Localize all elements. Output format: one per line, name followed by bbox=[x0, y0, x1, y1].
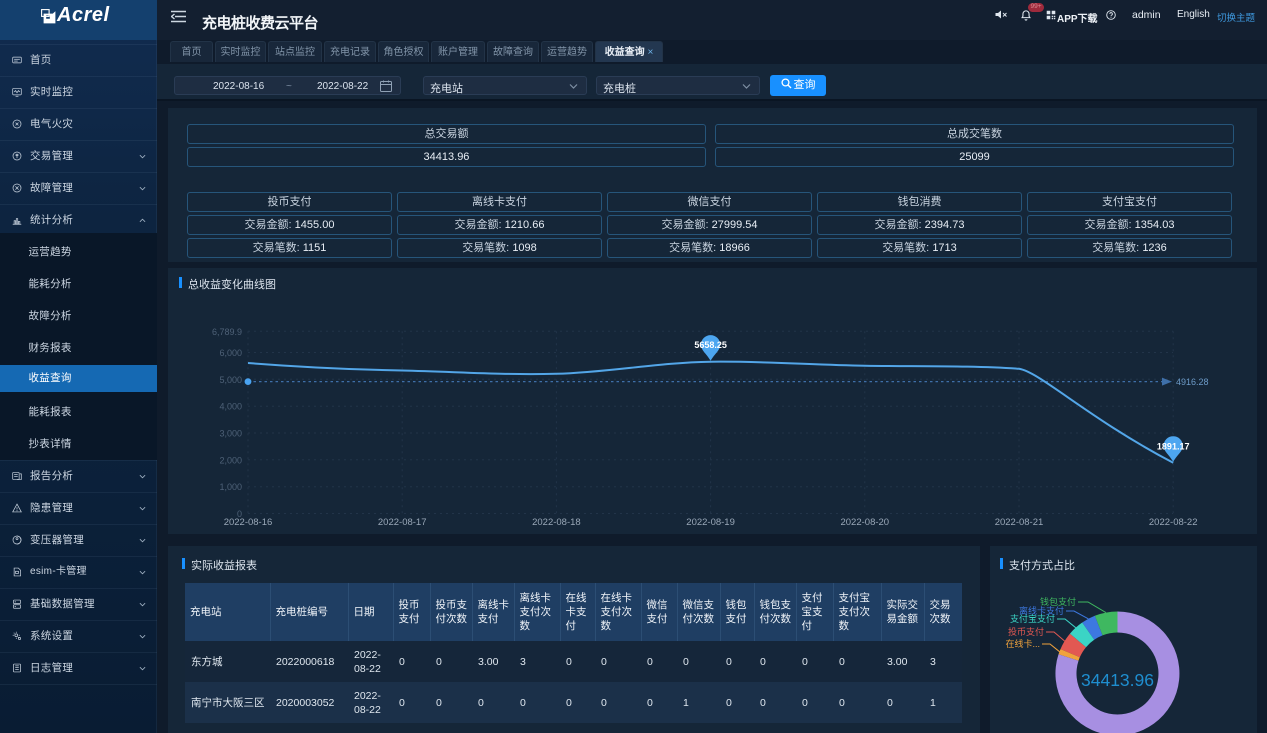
svg-text:3,000: 3,000 bbox=[219, 429, 242, 439]
svg-text:6,789.9: 6,789.9 bbox=[212, 327, 242, 337]
svg-text:2022-08-19: 2022-08-19 bbox=[686, 517, 735, 528]
svg-text:离线卡支付: 离线卡支付 bbox=[1019, 605, 1064, 616]
svg-text:5,000: 5,000 bbox=[219, 375, 242, 385]
svg-text:1891.17: 1891.17 bbox=[1157, 441, 1190, 451]
svg-text:2022-08-17: 2022-08-17 bbox=[378, 517, 427, 528]
svg-text:1,000: 1,000 bbox=[219, 482, 242, 492]
svg-text:2022-08-16: 2022-08-16 bbox=[224, 517, 273, 528]
svg-text:投币支付: 投币支付 bbox=[1008, 626, 1044, 637]
svg-text:4916.28: 4916.28 bbox=[1176, 377, 1209, 387]
svg-text:在线卡...: 在线卡... bbox=[1005, 638, 1040, 649]
svg-text:6,000: 6,000 bbox=[219, 348, 242, 358]
svg-text:4,000: 4,000 bbox=[219, 402, 242, 412]
svg-text:5658.25: 5658.25 bbox=[694, 340, 727, 350]
svg-text:2022-08-20: 2022-08-20 bbox=[840, 517, 889, 528]
svg-text:2022-08-22: 2022-08-22 bbox=[1149, 517, 1198, 528]
svg-text:2,000: 2,000 bbox=[219, 455, 242, 465]
svg-text:2022-08-18: 2022-08-18 bbox=[532, 517, 581, 528]
svg-text:钱包支付: 钱包支付 bbox=[1040, 596, 1076, 607]
svg-text:2022-08-21: 2022-08-21 bbox=[995, 517, 1044, 528]
svg-text:34413.96: 34413.96 bbox=[1081, 670, 1154, 690]
svg-text:0: 0 bbox=[237, 509, 242, 519]
svg-text:支付宝支付: 支付宝支付 bbox=[1010, 613, 1055, 624]
